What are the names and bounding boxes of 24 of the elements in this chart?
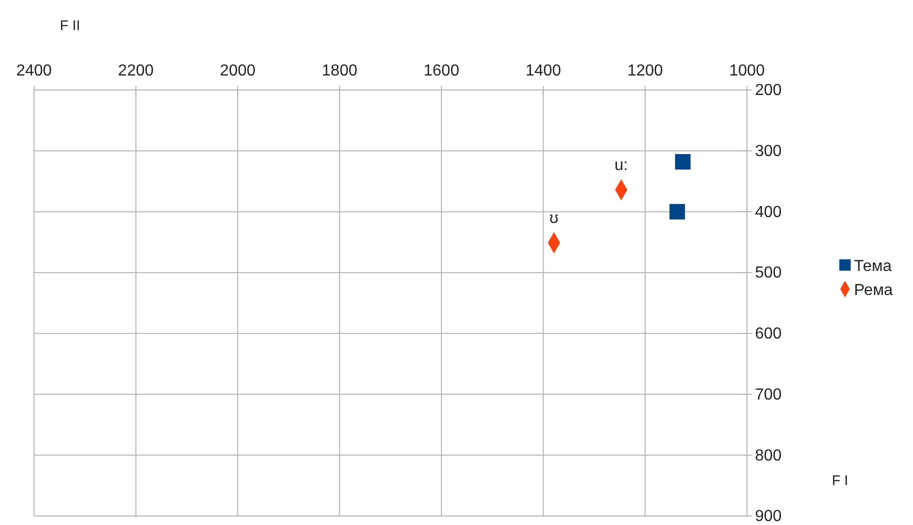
y-tick-label: 200 [755,82,782,100]
y-tick-label: 800 [755,447,782,464]
point [675,154,691,170]
annotation: ʊ [549,210,559,227]
y-axis-title: F I [832,472,848,488]
legend-label: Тема [854,258,892,275]
annotation: u: [614,156,628,174]
x-tick-label: 2200 [118,62,154,80]
x-tick-label: 1000 [729,62,765,80]
x-tick-label: 1200 [627,62,664,80]
x-tick-label: 1400 [525,62,562,80]
point [669,204,685,220]
y-tick-label: 900 [755,508,782,525]
x-tick-label: 2400 [16,62,52,80]
y-tick-label: 600 [755,326,782,343]
y-tick-label: 500 [755,264,782,282]
x-tick-label: 1800 [322,62,358,80]
y-tick-label: 400 [755,204,782,221]
y-tick-label: 300 [755,142,782,160]
x-tick-label: 2000 [220,62,256,80]
legend-label: Рема [854,282,893,299]
x-tick-label: 1600 [424,62,460,80]
x-axis-title: F II [60,17,80,33]
y-tick-label: 700 [755,386,782,404]
